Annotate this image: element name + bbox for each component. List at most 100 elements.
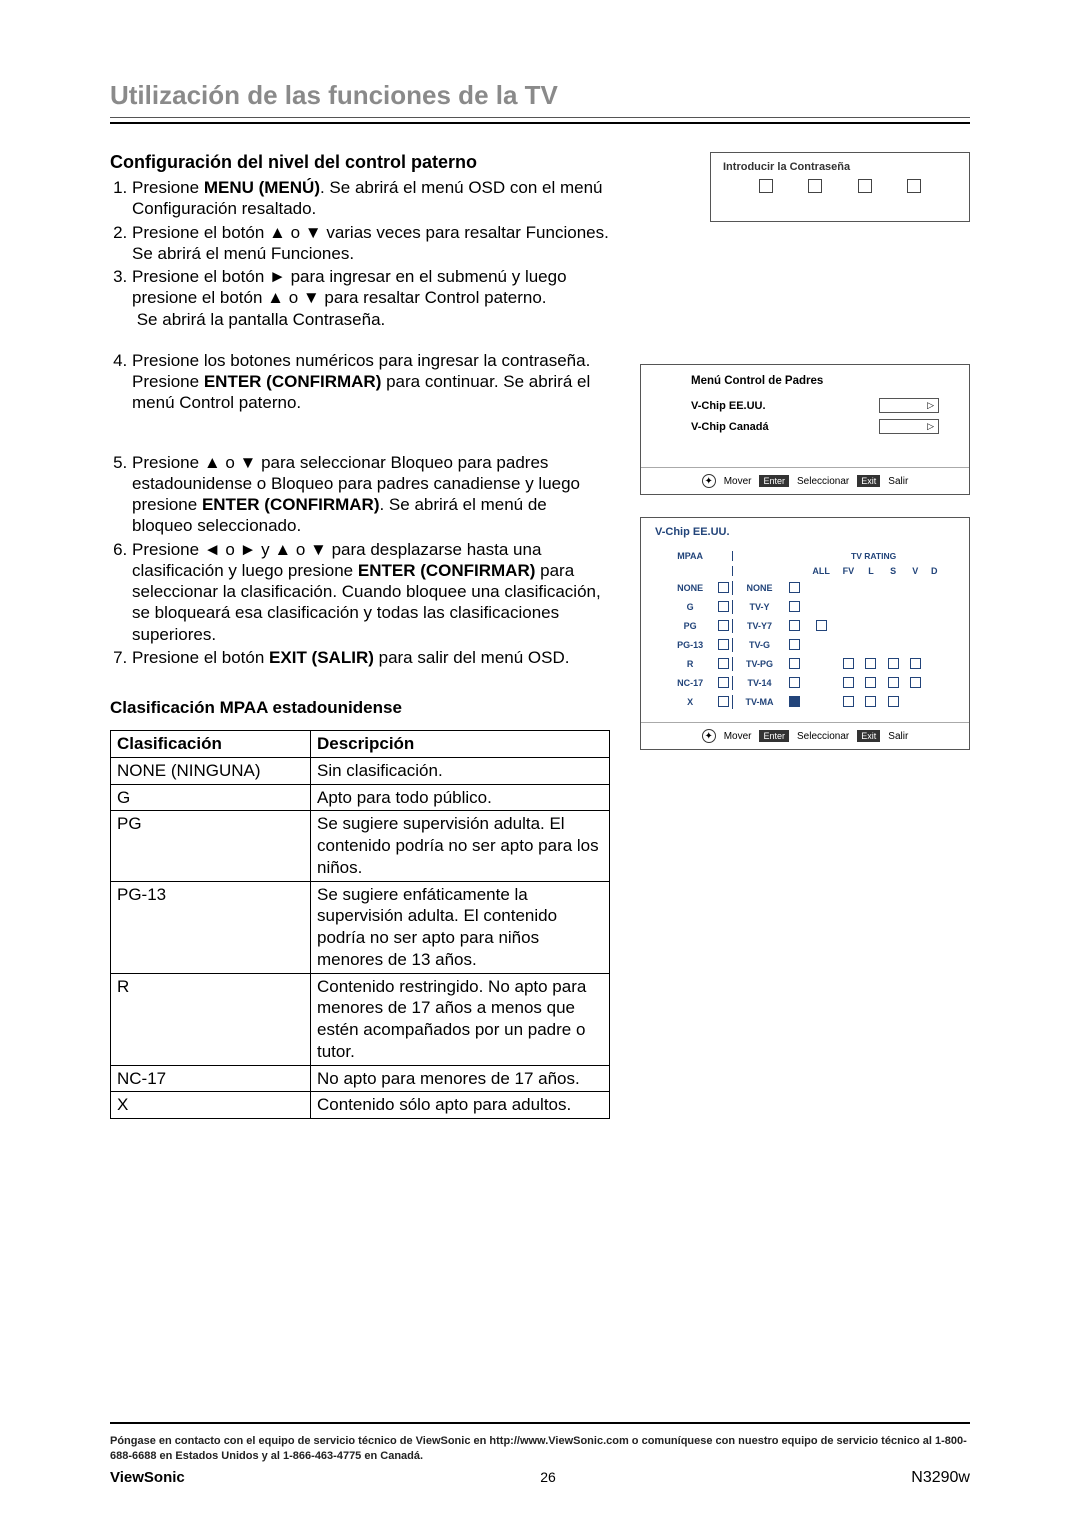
checkbox[interactable] [718,696,729,707]
checkbox[interactable] [718,677,729,688]
foot-salir: Salir [888,731,908,742]
checkbox[interactable] [718,620,729,631]
pw-box[interactable] [759,179,773,193]
foot-select: Seleccionar [797,731,849,742]
table-row: GApto para todo público. [111,784,610,811]
checkbox[interactable] [718,658,729,669]
classification-heading: Clasificación MPAA estadounidense [110,698,610,718]
page-title: Utilización de las funciones de la TV [110,80,970,111]
nav-icon [702,474,716,488]
cell-desc: Apto para todo público. [311,784,610,811]
step-item: Presione el botón ► para ingresar en el … [132,266,610,330]
content-row: Configuración del nivel del control pate… [110,152,970,1119]
cell-desc: Se sugiere supervisión adulta. El conten… [311,811,610,881]
checkbox[interactable] [843,658,854,669]
steps-list: Presione MENU (MENÚ). Se abrirá el menú … [110,177,610,668]
foot-mover: Mover [724,476,752,487]
checkbox[interactable] [789,601,800,612]
footer-model: N3290w [911,1469,970,1487]
checkbox[interactable] [865,658,876,669]
vchip-ca-row[interactable]: V-Chip Canadá ▷ [641,416,969,437]
vchip-grid: MPAATV RATINGALLFVLSVDNONENONEGTV-YPGTV-… [641,542,969,718]
checkbox[interactable] [888,696,899,707]
checkbox[interactable] [789,582,800,593]
checkbox[interactable] [718,639,729,650]
table-row: PG-13Se sugiere enfáticamente la supervi… [111,881,610,973]
mpaa-table: Clasificación Descripción NONE (NINGUNA)… [110,730,610,1119]
foot-exit: Exit [857,475,880,487]
nav-icon [702,729,716,743]
checkbox[interactable] [789,639,800,650]
step-item: Presione ◄ o ► y ▲ o ▼ para desplazarse … [132,539,610,645]
checkbox-filled[interactable] [789,696,800,707]
arrow-icon: ▷ [879,398,939,413]
table-header-row: Clasificación Descripción [111,731,610,758]
cell-class: PG-13 [111,881,311,973]
divider-thick [110,122,970,124]
foot-exit: Exit [857,730,880,742]
table-row: PGSe sugiere supervisión adulta. El cont… [111,811,610,881]
checkbox[interactable] [865,696,876,707]
panel-footer: Mover Enter Seleccionar Exit Salir [641,467,969,494]
cell-class: R [111,973,311,1065]
footer-row: ViewSonic 26 N3290w [110,1469,970,1487]
table-row: XContenido sólo apto para adultos. [111,1092,610,1119]
step-item: Presione el botón ▲ o ▼ varias veces par… [132,222,610,265]
table-row: RContenido restringido. No apto para men… [111,973,610,1065]
foot-select: Seleccionar [797,476,849,487]
checkbox[interactable] [789,658,800,669]
footer-divider [110,1422,970,1424]
checkbox[interactable] [718,601,729,612]
checkbox[interactable] [789,677,800,688]
cell-class: X [111,1092,311,1119]
step-item: Presione el botón EXIT (SALIR) para sali… [132,647,610,668]
vchip-panel: V-Chip EE.UU. MPAATV RATINGALLFVLSVDNONE… [640,517,970,750]
table-row: NONE (NINGUNA)Sin clasificación. [111,757,610,784]
checkbox[interactable] [843,696,854,707]
vchip-us-row[interactable]: V-Chip EE.UU. ▷ [641,395,969,416]
vchip-title: V-Chip EE.UU. [641,518,969,542]
right-column: Introducir la Contraseña Menú Control de… [640,152,990,1119]
pw-box[interactable] [907,179,921,193]
parent-panel-title: Menú Control de Padres [641,365,969,395]
parent-control-panel: Menú Control de Padres V-Chip EE.UU. ▷ V… [640,364,970,495]
footer-page: 26 [540,1469,556,1485]
cell-desc: No apto para menores de 17 años. [311,1065,610,1092]
panel-footer: Mover Enter Seleccionar Exit Salir [641,722,969,749]
arrow-icon: ▷ [879,419,939,434]
cell-class: G [111,784,311,811]
checkbox[interactable] [888,677,899,688]
vchip-us-label: V-Chip EE.UU. [691,400,879,412]
left-column: Configuración del nivel del control pate… [110,152,610,1119]
th-desc: Descripción [311,731,610,758]
cell-desc: Sin clasificación. [311,757,610,784]
divider-thin [110,117,970,118]
checkbox[interactable] [910,658,921,669]
password-panel: Introducir la Contraseña [710,152,970,222]
password-boxes [723,179,957,193]
pw-box[interactable] [858,179,872,193]
foot-salir: Salir [888,476,908,487]
cell-desc: Contenido sólo apto para adultos. [311,1092,610,1119]
checkbox[interactable] [789,620,800,631]
foot-enter: Enter [759,475,789,487]
foot-mover: Mover [724,731,752,742]
step-item: Presione MENU (MENÚ). Se abrirá el menú … [132,177,610,220]
cell-desc: Se sugiere enfáticamente la supervisión … [311,881,610,973]
section-heading: Configuración del nivel del control pate… [110,152,610,173]
checkbox[interactable] [910,677,921,688]
pw-box[interactable] [808,179,822,193]
checkbox[interactable] [865,677,876,688]
step-item: Presione ▲ o ▼ para seleccionar Bloqueo … [132,452,610,537]
password-title: Introducir la Contraseña [723,161,957,173]
footer-note: Póngase en contacto con el equipo de ser… [110,1434,970,1463]
checkbox[interactable] [843,677,854,688]
cell-desc: Contenido restringido. No apto para meno… [311,973,610,1065]
checkbox[interactable] [718,582,729,593]
footer-brand: ViewSonic [110,1469,185,1486]
checkbox[interactable] [888,658,899,669]
cell-class: NC-17 [111,1065,311,1092]
checkbox[interactable] [816,620,827,631]
table-row: NC-17No apto para menores de 17 años. [111,1065,610,1092]
footer: Póngase en contacto con el equipo de ser… [110,1422,970,1487]
